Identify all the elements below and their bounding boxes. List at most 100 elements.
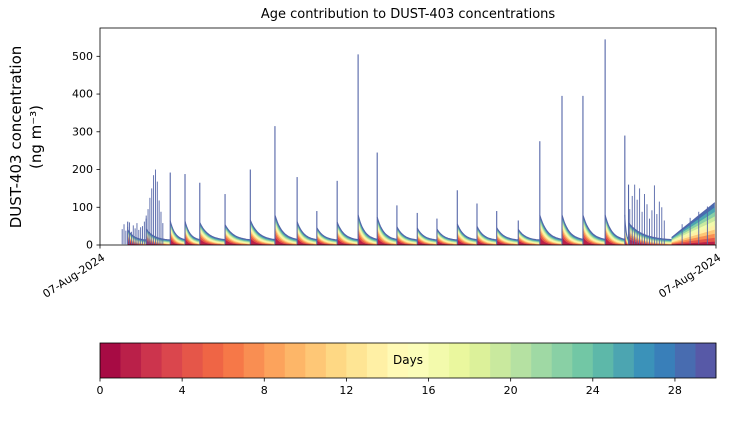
age-band (225, 236, 251, 245)
colorbar-cell (428, 343, 450, 378)
age-band (377, 233, 397, 245)
age-band (582, 236, 606, 245)
colorbar-cell (264, 343, 286, 378)
envelope-line (436, 228, 458, 241)
colorbar-tick-label: 16 (422, 384, 436, 397)
colorbar-cell (572, 343, 594, 378)
age-band (127, 240, 147, 245)
age-band (624, 232, 629, 245)
age-band (358, 232, 378, 245)
age-band (146, 240, 171, 245)
colorbar-cell (141, 343, 162, 378)
envelope-line (539, 214, 563, 240)
envelope-line (184, 220, 200, 240)
y-tick-label: 100 (72, 201, 93, 214)
y-axis-label-line1: DUST-403 concentration (6, 45, 25, 229)
y-tick-label: 200 (72, 163, 93, 176)
age-band (605, 232, 625, 245)
age-band (185, 235, 200, 245)
age-band (518, 240, 540, 245)
age-band (437, 240, 458, 245)
age-band (127, 238, 147, 245)
envelope-line (517, 229, 540, 241)
age-band (170, 238, 185, 245)
envelope-line (496, 227, 519, 241)
envelope-line (274, 214, 298, 240)
colorbar-tick-label: 12 (339, 384, 353, 397)
colorbar-cell (654, 343, 676, 378)
age-band (624, 236, 629, 245)
age-band (377, 237, 397, 245)
colorbar-cell (346, 343, 368, 378)
colorbar-cell (284, 343, 306, 378)
age-band (297, 235, 317, 245)
age-band (496, 240, 519, 245)
envelope-line (561, 214, 583, 240)
age-band (437, 238, 458, 245)
envelope-line (199, 222, 226, 241)
age-band (518, 238, 540, 245)
colorbar-cell (633, 343, 655, 378)
envelope-line (316, 227, 338, 241)
envelope-line (624, 214, 629, 240)
colorbar-cell (243, 343, 265, 378)
colorbar-cell (325, 343, 347, 378)
age-band (316, 240, 338, 245)
envelope-line (582, 214, 606, 240)
colorbar-cell (202, 343, 224, 378)
colorbar-tick-label: 20 (504, 384, 518, 397)
envelope-line (224, 224, 251, 241)
colorbar-cell (449, 343, 470, 378)
envelope-line (249, 219, 275, 240)
colorbar-cell (674, 343, 696, 378)
age-band (337, 238, 359, 245)
age-band (170, 234, 185, 245)
colorbar-tick-label: 0 (97, 384, 104, 397)
age-band (582, 232, 606, 245)
colorbar-cell (469, 343, 491, 378)
age-band (457, 236, 477, 245)
colorbar-tick-label: 24 (586, 384, 600, 397)
age-band (396, 239, 418, 245)
age-band (539, 232, 562, 245)
colorbar-cell (223, 343, 245, 378)
envelope-line (416, 227, 438, 241)
colorbar-cell (613, 343, 635, 378)
age-band (496, 237, 519, 245)
colorbar-frame (99, 342, 717, 379)
envelope-line (336, 221, 359, 241)
colorbar-cell (182, 343, 204, 378)
age-band (358, 236, 378, 245)
age-band (185, 238, 200, 245)
age-band (297, 238, 317, 245)
colorbar-cell (161, 343, 183, 378)
envelope-line (604, 214, 625, 240)
colorbar-cell (490, 343, 512, 378)
y-tick-label: 400 (72, 88, 93, 101)
age-band (274, 236, 298, 245)
colorbar-cell (387, 343, 409, 378)
age-band (250, 234, 275, 245)
colorbar-tick-label: 4 (179, 384, 186, 397)
y-axis-label: DUST-403 concentration (ng m⁻³) (6, 46, 47, 229)
envelope-line (357, 214, 378, 240)
age-band (562, 236, 583, 245)
envelope-line (396, 226, 418, 241)
axes-frame (99, 27, 717, 246)
y-tick-label: 300 (72, 125, 93, 138)
envelope-line (169, 220, 186, 240)
age-band (417, 237, 437, 245)
y-tick-label: 500 (72, 50, 93, 63)
envelope-line (296, 221, 317, 240)
colorbar-tick-label: 28 (668, 384, 682, 397)
age-band (477, 239, 497, 245)
age-band (605, 236, 625, 245)
colorbar-cell (120, 343, 142, 378)
colorbar-cell (531, 343, 553, 378)
age-band (539, 236, 562, 245)
age-band (250, 238, 275, 245)
colorbar-cell (100, 343, 121, 378)
age-band (417, 240, 437, 245)
age-band (199, 235, 225, 245)
